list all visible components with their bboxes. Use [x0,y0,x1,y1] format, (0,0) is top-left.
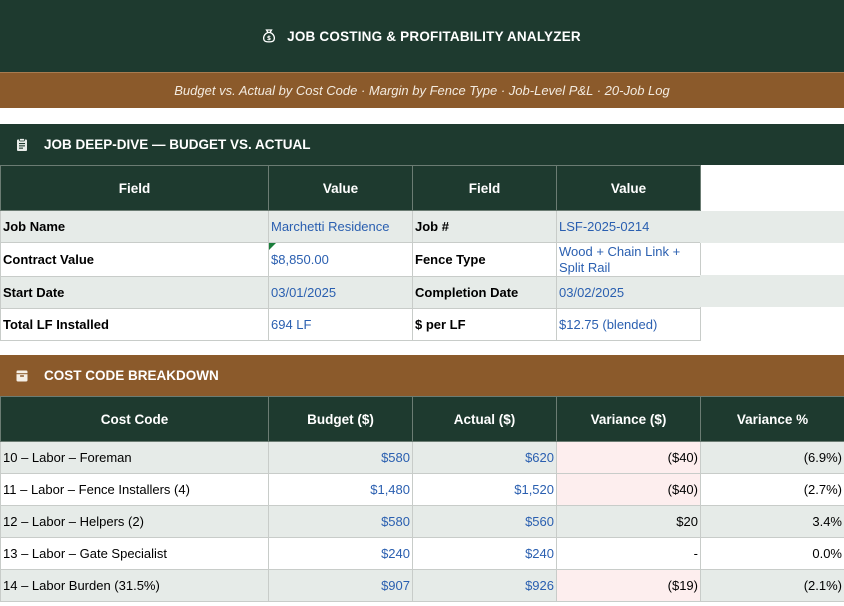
cost-code-section-header: COST CODE BREAKDOWN [0,355,844,396]
clipboard-icon [0,137,44,152]
cost-code-cell[interactable]: 10 – Labor – Foreman [0,441,269,474]
actual-cell[interactable]: $926 [412,569,557,602]
field-value-cell[interactable]: $12.75 (blended) [556,308,701,341]
sheet-subtitle: Budget vs. Actual by Cost Code · Margin … [174,83,670,98]
column-header[interactable]: Cost Code [0,396,269,442]
field-value-cell[interactable]: 03/01/2025 [268,276,413,309]
cost-code-cell[interactable]: 12 – Labor – Helpers (2) [0,505,269,538]
cost-code-table: Cost Code Budget ($) Actual ($) Variance… [0,396,844,602]
column-header[interactable]: Budget ($) [268,396,413,442]
field-label-cell[interactable]: Total LF Installed [0,308,269,341]
column-header[interactable]: Actual ($) [412,396,557,442]
sheet-title-bar: $ JOB COSTING & PROFITABILITY ANALYZER [0,0,844,72]
table-header-row: Cost Code Budget ($) Actual ($) Variance… [0,396,844,442]
contract-value-text: $8,850.00 [271,252,329,267]
variance-pct-cell[interactable]: 3.4% [700,505,844,538]
table-row: 13 – Labor – Gate Specialist $240 $240 -… [0,537,844,570]
field-value-cell[interactable]: 694 LF [268,308,413,341]
budget-cell[interactable]: $907 [268,569,413,602]
deep-dive-section-header: JOB DEEP-DIVE — BUDGET VS. ACTUAL [0,124,844,165]
field-value-cell[interactable]: 03/02/2025 [556,276,701,309]
variance-cell[interactable]: - [556,537,701,570]
field-label-cell[interactable]: Job Name [0,210,269,243]
sheet-title: JOB COSTING & PROFITABILITY ANALYZER [287,28,581,44]
variance-cell[interactable]: ($40) [556,473,701,506]
column-header[interactable]: Field [412,165,557,211]
field-label-cell[interactable]: Completion Date [412,276,557,309]
table-row: Contract Value $8,850.00 Fence Type Wood… [0,242,701,277]
actual-cell[interactable]: $620 [412,441,557,474]
variance-cell[interactable]: $20 [556,505,701,538]
cost-code-section-title: COST CODE BREAKDOWN [44,368,219,383]
budget-cell[interactable]: $580 [268,505,413,538]
column-header[interactable]: Variance % [700,396,844,442]
table-row: 11 – Labor – Fence Installers (4) $1,480… [0,473,844,506]
cost-code-cell[interactable]: 14 – Labor Burden (31.5%) [0,569,269,602]
table-row: Total LF Installed 694 LF $ per LF $12.7… [0,308,701,341]
table-row: Job Name Marchetti Residence Job # LSF-2… [0,210,701,243]
job-deep-dive-table: Field Value Field Value Job Name Marchet… [0,165,701,341]
table-row: 12 – Labor – Helpers (2) $580 $560 $20 3… [0,505,844,538]
actual-cell[interactable]: $1,520 [412,473,557,506]
row-fill [700,211,844,243]
variance-cell[interactable]: ($19) [556,569,701,602]
field-label-cell[interactable]: $ per LF [412,308,557,341]
column-header[interactable]: Variance ($) [556,396,701,442]
cost-code-cell[interactable]: 11 – Labor – Fence Installers (4) [0,473,269,506]
budget-cell[interactable]: $240 [268,537,413,570]
table-row: Start Date 03/01/2025 Completion Date 03… [0,276,701,309]
deep-dive-section-title: JOB DEEP-DIVE — BUDGET VS. ACTUAL [44,137,311,152]
field-label-cell[interactable]: Contract Value [0,242,269,277]
variance-cell[interactable]: ($40) [556,441,701,474]
field-value-cell[interactable]: Marchetti Residence [268,210,413,243]
actual-cell[interactable]: $240 [412,537,557,570]
variance-pct-cell[interactable]: (2.7%) [700,473,844,506]
table-row: 10 – Labor – Foreman $580 $620 ($40) (6.… [0,441,844,474]
cell-note-marker [269,243,276,250]
table-header-row: Field Value Field Value [0,165,701,211]
field-label-cell[interactable]: Fence Type [412,242,557,277]
field-value-cell[interactable]: Wood + Chain Link + Split Rail [556,242,701,277]
cost-code-cell[interactable]: 13 – Labor – Gate Specialist [0,537,269,570]
field-label-cell[interactable]: Job # [412,210,557,243]
field-label-cell[interactable]: Start Date [0,276,269,309]
svg-text:$: $ [267,35,271,42]
actual-cell[interactable]: $560 [412,505,557,538]
money-bag-icon: $ [261,28,277,44]
column-header[interactable]: Value [556,165,701,211]
variance-pct-cell[interactable]: (6.9%) [700,441,844,474]
field-value-cell[interactable]: LSF-2025-0214 [556,210,701,243]
field-value-cell[interactable]: $8,850.00 [268,242,413,277]
variance-pct-cell[interactable]: (2.1%) [700,569,844,602]
column-header[interactable]: Field [0,165,269,211]
row-fill [700,275,844,307]
column-header[interactable]: Value [268,165,413,211]
archive-box-icon [0,369,44,383]
table-row: 14 – Labor Burden (31.5%) $907 $926 ($19… [0,569,844,602]
sheet-subtitle-bar: Budget vs. Actual by Cost Code · Margin … [0,72,844,108]
budget-cell[interactable]: $1,480 [268,473,413,506]
budget-cell[interactable]: $580 [268,441,413,474]
variance-pct-cell[interactable]: 0.0% [700,537,844,570]
